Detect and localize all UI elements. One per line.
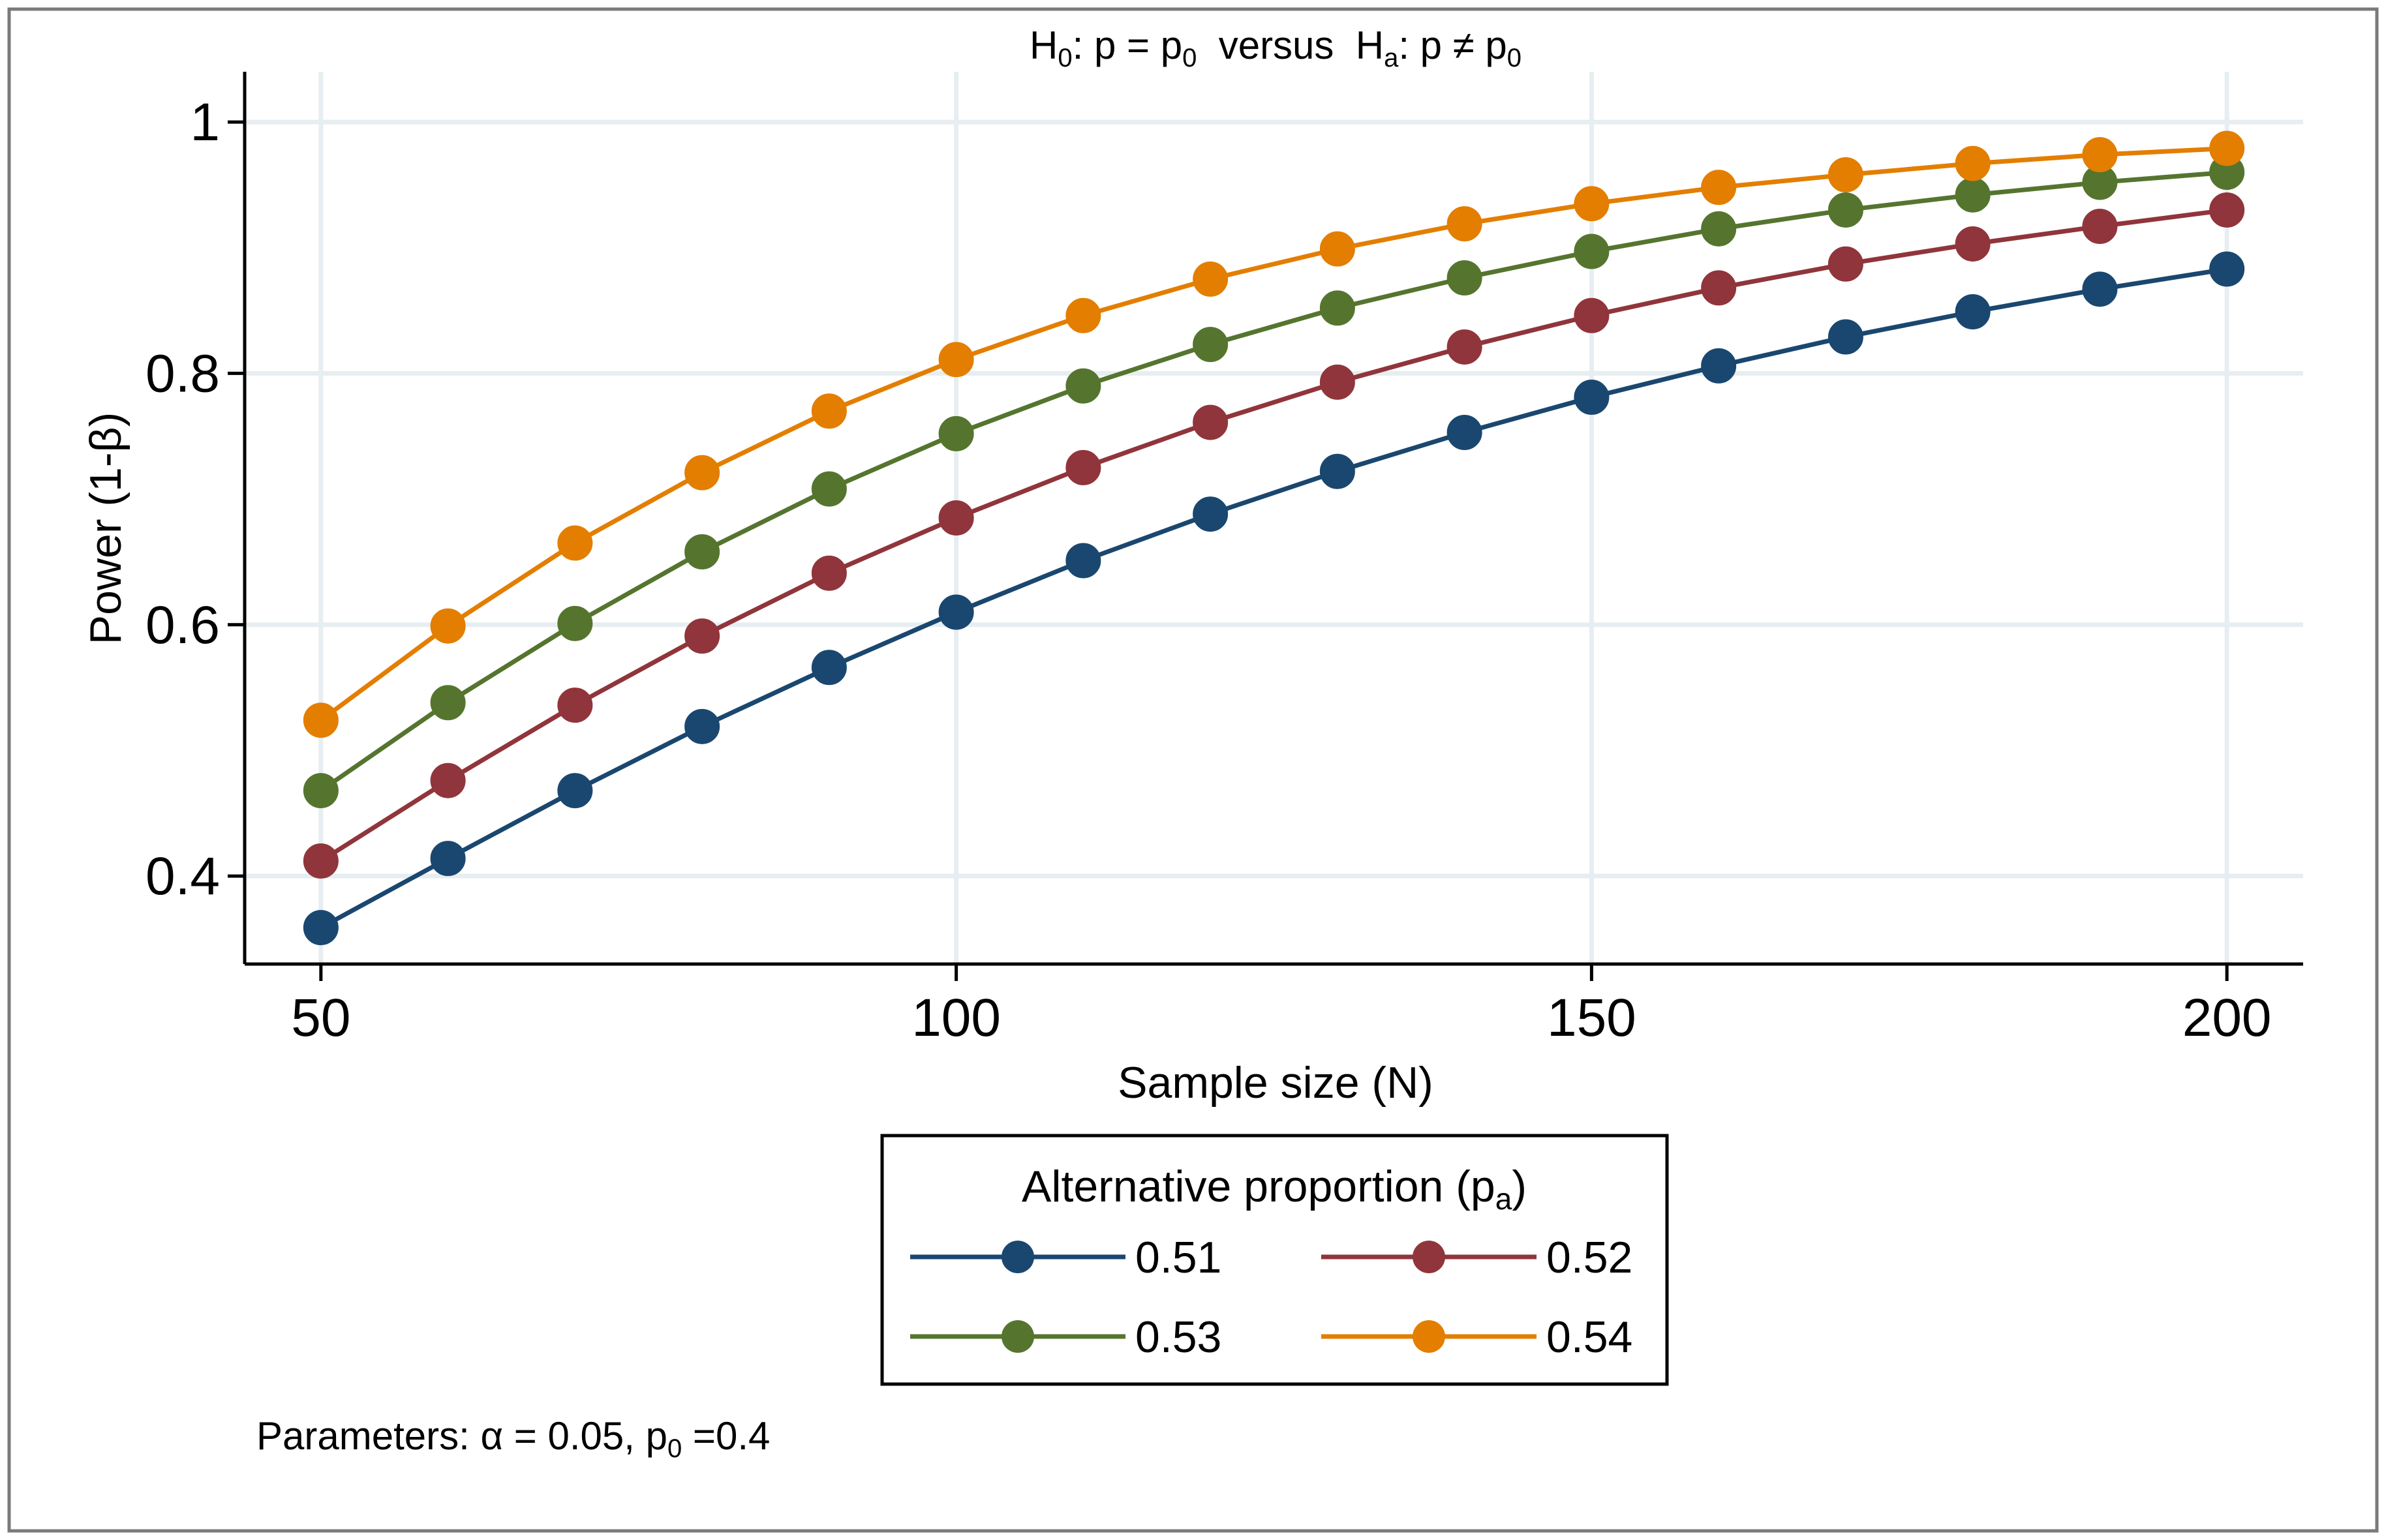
point-0.51-50 (303, 910, 339, 946)
point-0.52-60 (430, 762, 466, 798)
legend-swatch-marker (1002, 1320, 1034, 1353)
point-0.52-200 (2209, 192, 2245, 228)
point-0.53-100 (938, 415, 974, 451)
point-0.53-180 (1955, 177, 1991, 213)
legend-item-0.52: 0.52 (1321, 1233, 1632, 1282)
point-0.53-160 (1701, 211, 1737, 247)
point-0.54-90 (811, 393, 847, 429)
point-0.51-90 (811, 650, 847, 686)
series-line-0.54 (319, 146, 2227, 723)
point-0.54-190 (2082, 137, 2118, 173)
y-tick-label-3: 1 (190, 93, 220, 152)
y-tick-label-1: 0.6 (145, 596, 220, 655)
point-0.53-110 (1065, 368, 1101, 404)
x-axis-title: Sample size (N) (1118, 1058, 1433, 1108)
point-0.52-150 (1574, 297, 1610, 333)
parameters-note: Parameters: α = 0.05, p0 =0.4 (256, 1414, 770, 1463)
point-0.51-200 (2209, 251, 2245, 287)
point-0.53-150 (1574, 234, 1610, 269)
point-0.51-140 (1446, 414, 1482, 450)
legend-item-0.54: 0.54 (1321, 1312, 1632, 1362)
point-0.52-180 (1955, 226, 1991, 262)
point-0.52-90 (811, 555, 847, 591)
point-0.52-100 (938, 500, 974, 536)
point-0.51-110 (1065, 543, 1101, 579)
point-0.51-100 (938, 594, 974, 630)
point-0.54-200 (2209, 130, 2245, 166)
point-0.54-110 (1065, 297, 1101, 333)
x-tick-label-3: 200 (2182, 988, 2272, 1048)
point-0.54-50 (303, 702, 339, 738)
point-0.53-130 (1319, 290, 1355, 326)
point-0.52-70 (557, 687, 593, 723)
series-line-0.51 (320, 267, 2227, 930)
legend-swatch-marker (1413, 1320, 1445, 1353)
point-0.53-90 (811, 471, 847, 507)
x-tick-label-2: 150 (1547, 988, 1636, 1048)
point-0.51-80 (684, 708, 720, 744)
point-0.52-80 (684, 618, 720, 654)
legend-items: 0.51 0.52 0.53 0.54 (910, 1233, 1632, 1362)
point-0.54-170 (1828, 157, 1863, 192)
chart-title: H0: p = p0 versus Ha: p ≠ p0 (1030, 23, 1522, 72)
point-0.51-160 (1701, 348, 1737, 384)
point-0.51-70 (557, 773, 593, 809)
x-tick-label-1: 100 (911, 988, 1001, 1048)
point-0.54-70 (557, 525, 593, 561)
point-0.52-190 (2082, 208, 2118, 244)
point-0.52-160 (1701, 270, 1737, 306)
point-0.51-180 (1955, 294, 1991, 330)
legend-swatch-marker (1413, 1241, 1445, 1273)
point-0.52-130 (1319, 364, 1355, 400)
point-0.53-50 (303, 773, 339, 809)
point-0.51-130 (1319, 453, 1355, 489)
point-0.53-170 (1828, 192, 1863, 228)
point-0.52-50 (303, 843, 339, 879)
series (303, 130, 2245, 946)
x-tick-label-0: 50 (291, 988, 350, 1048)
point-0.52-120 (1193, 404, 1229, 440)
point-0.51-120 (1193, 496, 1229, 532)
point-0.53-140 (1446, 260, 1482, 295)
legend-label: 0.52 (1546, 1233, 1632, 1282)
legend-label: 0.53 (1135, 1312, 1221, 1362)
point-0.52-110 (1065, 449, 1101, 485)
point-0.53-80 (684, 534, 720, 570)
y-tick-label-0: 0.4 (145, 847, 220, 906)
point-0.54-130 (1319, 231, 1355, 267)
point-0.54-80 (684, 455, 720, 491)
point-0.53-60 (430, 685, 466, 721)
point-0.51-150 (1574, 380, 1610, 415)
point-0.54-160 (1701, 170, 1737, 205)
point-0.51-190 (2082, 271, 2118, 307)
point-0.53-70 (557, 605, 593, 641)
point-0.54-140 (1446, 206, 1482, 242)
point-0.54-120 (1193, 261, 1229, 297)
legend: Alternative proportion (pa) 0.51 0.52 0.53… (880, 1134, 1669, 1386)
point-0.51-170 (1828, 319, 1863, 355)
point-0.51-60 (430, 841, 466, 877)
point-0.54-60 (430, 608, 466, 644)
point-0.52-140 (1446, 329, 1482, 365)
y-axis-title: Power (1-β) (81, 412, 130, 645)
legend-swatch-marker (1002, 1241, 1034, 1273)
point-0.53-120 (1193, 327, 1229, 363)
legend-item-0.51: 0.51 (910, 1233, 1221, 1282)
legend-label: 0.54 (1546, 1312, 1632, 1362)
series-line-0.52 (319, 207, 2227, 863)
legend-label: 0.51 (1135, 1233, 1221, 1282)
point-0.54-150 (1574, 186, 1610, 222)
y-tick-label-2: 0.8 (145, 344, 220, 403)
point-0.54-180 (1955, 145, 1991, 181)
point-0.52-170 (1828, 246, 1863, 282)
legend-item-0.53: 0.53 (910, 1312, 1221, 1362)
point-0.54-100 (938, 342, 974, 378)
legend-title: Alternative proportion (pa) (1022, 1162, 1527, 1216)
series-line-0.53 (319, 170, 2227, 793)
